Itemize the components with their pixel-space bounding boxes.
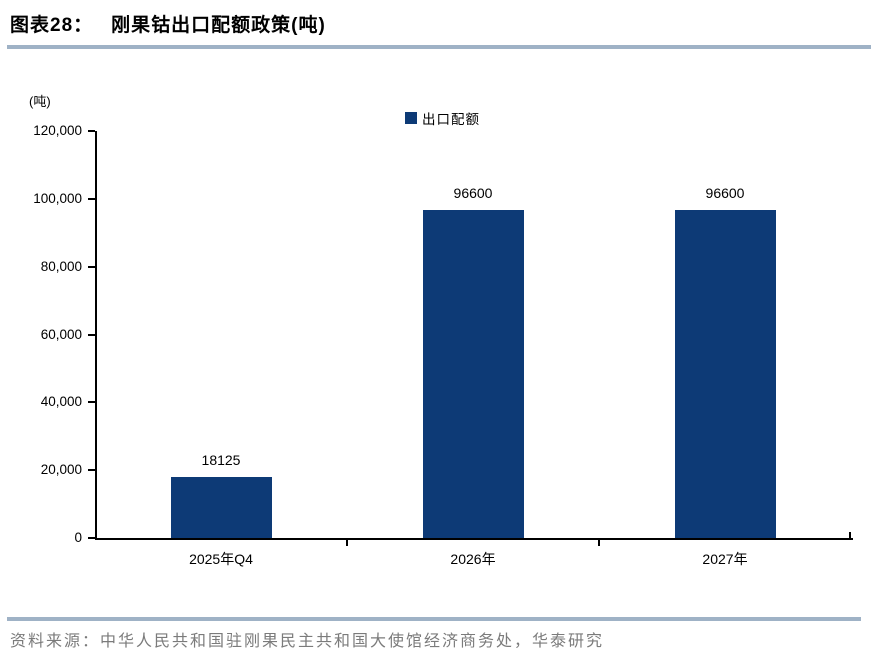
source-attribution: 资料来源：中华人民共和国驻刚果民主共和国大使馆经济商务处，华泰研究 <box>10 633 605 650</box>
title-divider-rule <box>7 45 871 49</box>
y-axis-tick-label: 120,000 <box>33 123 82 138</box>
footer-divider-rule <box>7 617 861 621</box>
bar-2025年Q4 <box>170 476 272 538</box>
x-axis-category-label: 2027年 <box>702 551 748 567</box>
y-axis-tick <box>88 469 95 472</box>
y-axis-tick <box>88 333 95 336</box>
chart-legend: 出口配额 <box>405 108 480 128</box>
x-axis-tick <box>346 539 348 546</box>
y-axis-unit-label: (吨) <box>29 94 51 109</box>
y-axis-tick <box>88 265 95 268</box>
y-axis-tick <box>88 197 95 200</box>
plot-area <box>95 131 853 540</box>
x-axis-category-label: 2026年 <box>450 551 496 567</box>
x-axis-end-tick <box>849 532 851 539</box>
y-axis-tick-label: 20,000 <box>40 462 82 478</box>
legend-swatch-icon <box>405 112 417 124</box>
page-title: 刚果钴出口配额政策(吨) <box>111 15 326 36</box>
x-axis-tick <box>598 539 600 546</box>
bar-value-label: 96600 <box>453 185 493 202</box>
y-axis-tick-label: 80,000 <box>40 258 82 274</box>
y-axis-tick-label: 0 <box>74 530 82 545</box>
y-axis-tick-label: 40,000 <box>40 394 82 410</box>
y-axis-tick-label: 100,000 <box>33 190 82 206</box>
bar-value-label: 96600 <box>705 185 745 202</box>
x-axis-category-label: 2025年Q4 <box>189 551 253 567</box>
chart-header: 图表28： 刚果钴出口配额政策(吨) <box>10 10 326 37</box>
bar-2026年 <box>422 210 524 538</box>
bar-value-label: 18125 <box>201 451 241 468</box>
y-axis-tick <box>88 130 95 132</box>
legend-series-label: 出口配额 <box>422 112 480 127</box>
y-axis-tick-label: 60,000 <box>40 326 82 342</box>
y-axis-tick <box>88 401 95 404</box>
bar-2027年 <box>674 210 776 538</box>
y-axis-tick <box>88 537 95 539</box>
figure-number-label: 图表28： <box>10 15 94 36</box>
